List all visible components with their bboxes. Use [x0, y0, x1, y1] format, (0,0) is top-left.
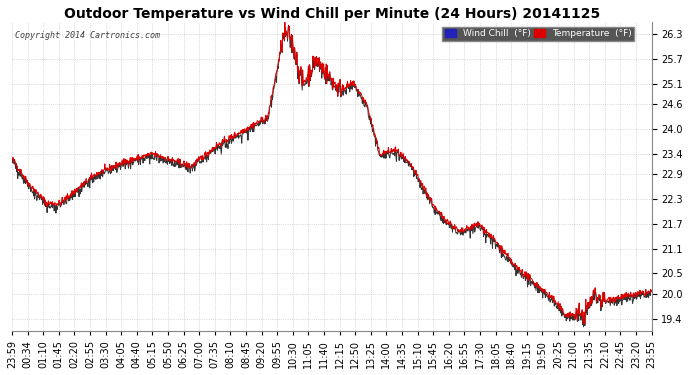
Title: Outdoor Temperature vs Wind Chill per Minute (24 Hours) 20141125: Outdoor Temperature vs Wind Chill per Mi…: [63, 7, 600, 21]
Text: Copyright 2014 Cartronics.com: Copyright 2014 Cartronics.com: [15, 32, 160, 40]
Legend: Wind Chill  (°F), Temperature  (°F): Wind Chill (°F), Temperature (°F): [442, 27, 634, 41]
